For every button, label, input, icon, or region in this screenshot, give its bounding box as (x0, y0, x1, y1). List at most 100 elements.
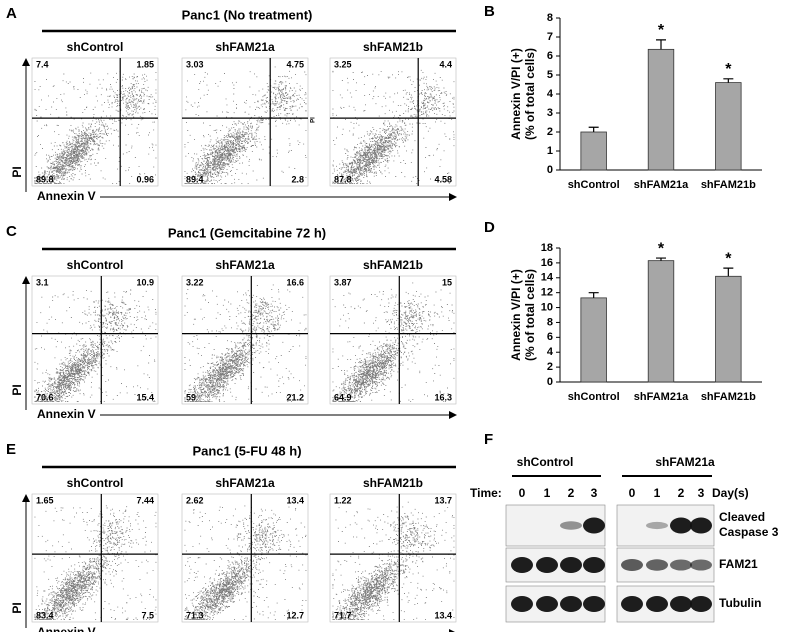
plot-name: shControl (67, 40, 124, 54)
event-dots (184, 505, 307, 620)
lane-label: 2 (568, 486, 575, 500)
band (560, 557, 582, 573)
quadrant-value: 13.4 (434, 610, 452, 620)
bar (580, 297, 607, 383)
quadrant-value: 3.1 (36, 277, 49, 287)
lane-label: 1 (654, 486, 661, 500)
band (560, 596, 582, 612)
event-dots (34, 289, 157, 402)
lane-label: 3 (698, 486, 705, 500)
y-axis-label: (% of total cells) (523, 48, 537, 140)
lane-label: 2 (678, 486, 685, 500)
significance-marker: * (658, 240, 665, 257)
lane-label: 0 (519, 486, 526, 500)
plot-name: shFAM21b (363, 258, 423, 272)
quadrant-value: 10.9 (136, 277, 154, 287)
x-tick-label: shFAM21a (634, 179, 689, 191)
band (646, 596, 668, 612)
x-axis-label: Annexin V (37, 407, 96, 421)
quadrant-value: 13.7 (434, 495, 452, 505)
quadrant-value: 13.4 (286, 495, 304, 505)
event-dots (184, 284, 307, 402)
group-label: shControl (517, 455, 574, 469)
y-tick-label: 6 (547, 331, 553, 343)
band (690, 559, 712, 571)
panel-letter: E (6, 441, 16, 458)
plot-frame (181, 275, 309, 405)
quadrant-value: 64.9 (334, 392, 352, 402)
row-label: FAM21 (719, 557, 758, 571)
band (646, 521, 668, 530)
x-tick-label: shFAM21b (701, 179, 756, 191)
row-label: Caspase 3 (719, 525, 779, 539)
quadrant-value: 71.3 (186, 610, 204, 620)
plot-name: shFAM21a (215, 40, 275, 54)
row-label: Tubulin (719, 596, 761, 610)
quadrant-value: 1.22 (334, 495, 352, 505)
band (583, 517, 605, 534)
panel-letter: B (484, 3, 495, 20)
y-tick-label: 18 (541, 242, 553, 254)
y-tick-label: 3 (547, 107, 553, 119)
band (690, 596, 712, 612)
event-dots (332, 69, 455, 184)
quadrant-value: 87.8 (334, 174, 352, 184)
panel-title: Panc1 (No treatment) (182, 7, 313, 22)
quadrant-value: 4.75 (286, 59, 304, 69)
error-bar (656, 257, 666, 261)
quadrant-value: 7.4 (36, 59, 49, 69)
quadrant-value: 1.85 (136, 59, 154, 69)
quadrant-value: 16.6 (286, 277, 304, 287)
y-axis-label: PI (10, 602, 24, 613)
significance-marker: * (725, 250, 732, 267)
y-tick-label: 1 (547, 145, 553, 157)
quadrant-value: 71.7 (334, 610, 352, 620)
plot-name: shControl (67, 258, 124, 272)
quadrant-value: 4.58 (434, 174, 452, 184)
panel-title: Panc1 (5-FU 48 h) (192, 443, 301, 458)
error-bar (723, 78, 734, 83)
plot-frame (31, 275, 159, 405)
plot-frame (181, 57, 309, 187)
quadrant-value: 3.25 (334, 59, 352, 69)
event-dots (34, 505, 157, 620)
plot-name: shFAM21b (363, 40, 423, 54)
quadrant-value: 1.65 (36, 495, 54, 505)
x-tick-label: shControl (568, 391, 620, 403)
y-tick-label: 7 (547, 31, 553, 43)
band (511, 557, 533, 573)
significance-marker: * (725, 61, 732, 78)
error-bar (656, 39, 666, 50)
error-bar (723, 267, 734, 277)
band (536, 596, 558, 612)
y-axis-label: Annexin V/PI (+) (509, 269, 523, 361)
y-tick-label: 6 (547, 50, 553, 62)
quadrant-value: 3.87 (334, 277, 352, 287)
panel-letter: C (6, 223, 17, 240)
lane-label: 3 (591, 486, 598, 500)
lane-label: 1 (544, 486, 551, 500)
y-axis-label: Annexin V/PI (+) (509, 48, 523, 140)
error-bar (588, 126, 599, 132)
y-tick-label: 0 (547, 376, 553, 388)
quadrant-value: 16.3 (434, 392, 452, 402)
quadrant-value: 4.4 (439, 59, 452, 69)
event-dots (184, 66, 307, 184)
row-label: Cleaved (719, 510, 765, 524)
quadrant-value: 83.4 (36, 610, 54, 620)
lane-label: 0 (629, 486, 636, 500)
x-axis-label: Annexin V (37, 189, 96, 203)
bar (580, 131, 607, 171)
y-tick-label: 16 (541, 257, 553, 269)
significance-marker: * (658, 22, 665, 39)
quadrant-value: 21.2 (286, 392, 304, 402)
band (536, 557, 558, 573)
band (670, 596, 692, 612)
plot-frame (31, 57, 159, 187)
plot-name: shFAM21a (215, 258, 275, 272)
plot-frame (329, 57, 457, 187)
axis-label-small: PI (311, 117, 317, 123)
band (621, 559, 643, 571)
plot-name: shFAM21a (215, 476, 275, 490)
